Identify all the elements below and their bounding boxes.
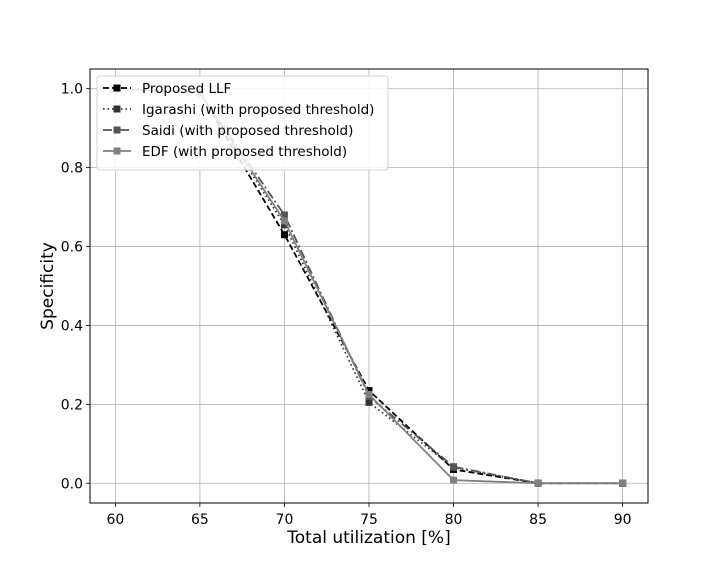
legend-marker-2 bbox=[113, 126, 121, 134]
series-3-point-5 bbox=[534, 479, 542, 487]
x-tick-label-3: 75 bbox=[360, 512, 378, 528]
series-3-point-2 bbox=[280, 217, 288, 225]
legend-label-1: Igarashi (with proposed threshold) bbox=[142, 102, 374, 118]
legend: Proposed LLF Igarashi (with proposed thre… bbox=[96, 75, 389, 171]
y-tick-label-3: 0.6 bbox=[61, 240, 83, 256]
y-tick-label-4: 0.8 bbox=[61, 161, 83, 177]
y-tick-label-5: 1.0 bbox=[61, 82, 83, 98]
series-0-point-2 bbox=[280, 231, 288, 239]
legend-box bbox=[96, 75, 389, 171]
series-3-point-4 bbox=[450, 476, 458, 484]
series-2-point-4 bbox=[450, 463, 458, 471]
y-tick-label-0: 0.0 bbox=[61, 476, 83, 492]
axis-ticks: 60 65 70 75 80 85 90 0.0 0.2 0.4 0.6 0.8 1.0 bbox=[61, 82, 632, 528]
y-tick-label-1: 0.2 bbox=[61, 397, 83, 413]
series-2-point-2 bbox=[280, 211, 288, 219]
legend-marker-3 bbox=[113, 147, 121, 155]
y-axis-label: Specificity bbox=[38, 242, 58, 330]
x-tick-label-0: 60 bbox=[106, 512, 124, 528]
y-tick-label-2: 0.4 bbox=[61, 318, 83, 334]
series-1-point-2 bbox=[280, 221, 288, 229]
x-tick-label-5: 85 bbox=[529, 512, 547, 528]
x-tick-label-2: 70 bbox=[276, 512, 294, 528]
legend-label-2: Saidi (with proposed threshold) bbox=[142, 123, 353, 139]
series-0-point-3 bbox=[365, 387, 373, 395]
x-axis-label: Total utilization [%] bbox=[286, 528, 450, 548]
series-3-point-3 bbox=[365, 391, 373, 398]
x-tick-label-6: 90 bbox=[614, 512, 632, 528]
series-3-point-6 bbox=[619, 479, 627, 487]
legend-marker-0 bbox=[113, 84, 121, 92]
series-1-point-3 bbox=[365, 398, 373, 406]
legend-marker-1 bbox=[113, 105, 121, 113]
legend-label-0: Proposed LLF bbox=[142, 81, 231, 97]
x-tick-label-4: 80 bbox=[445, 512, 463, 528]
legend-label-3: EDF (with proposed threshold) bbox=[142, 144, 347, 160]
x-tick-label-1: 65 bbox=[191, 512, 209, 528]
